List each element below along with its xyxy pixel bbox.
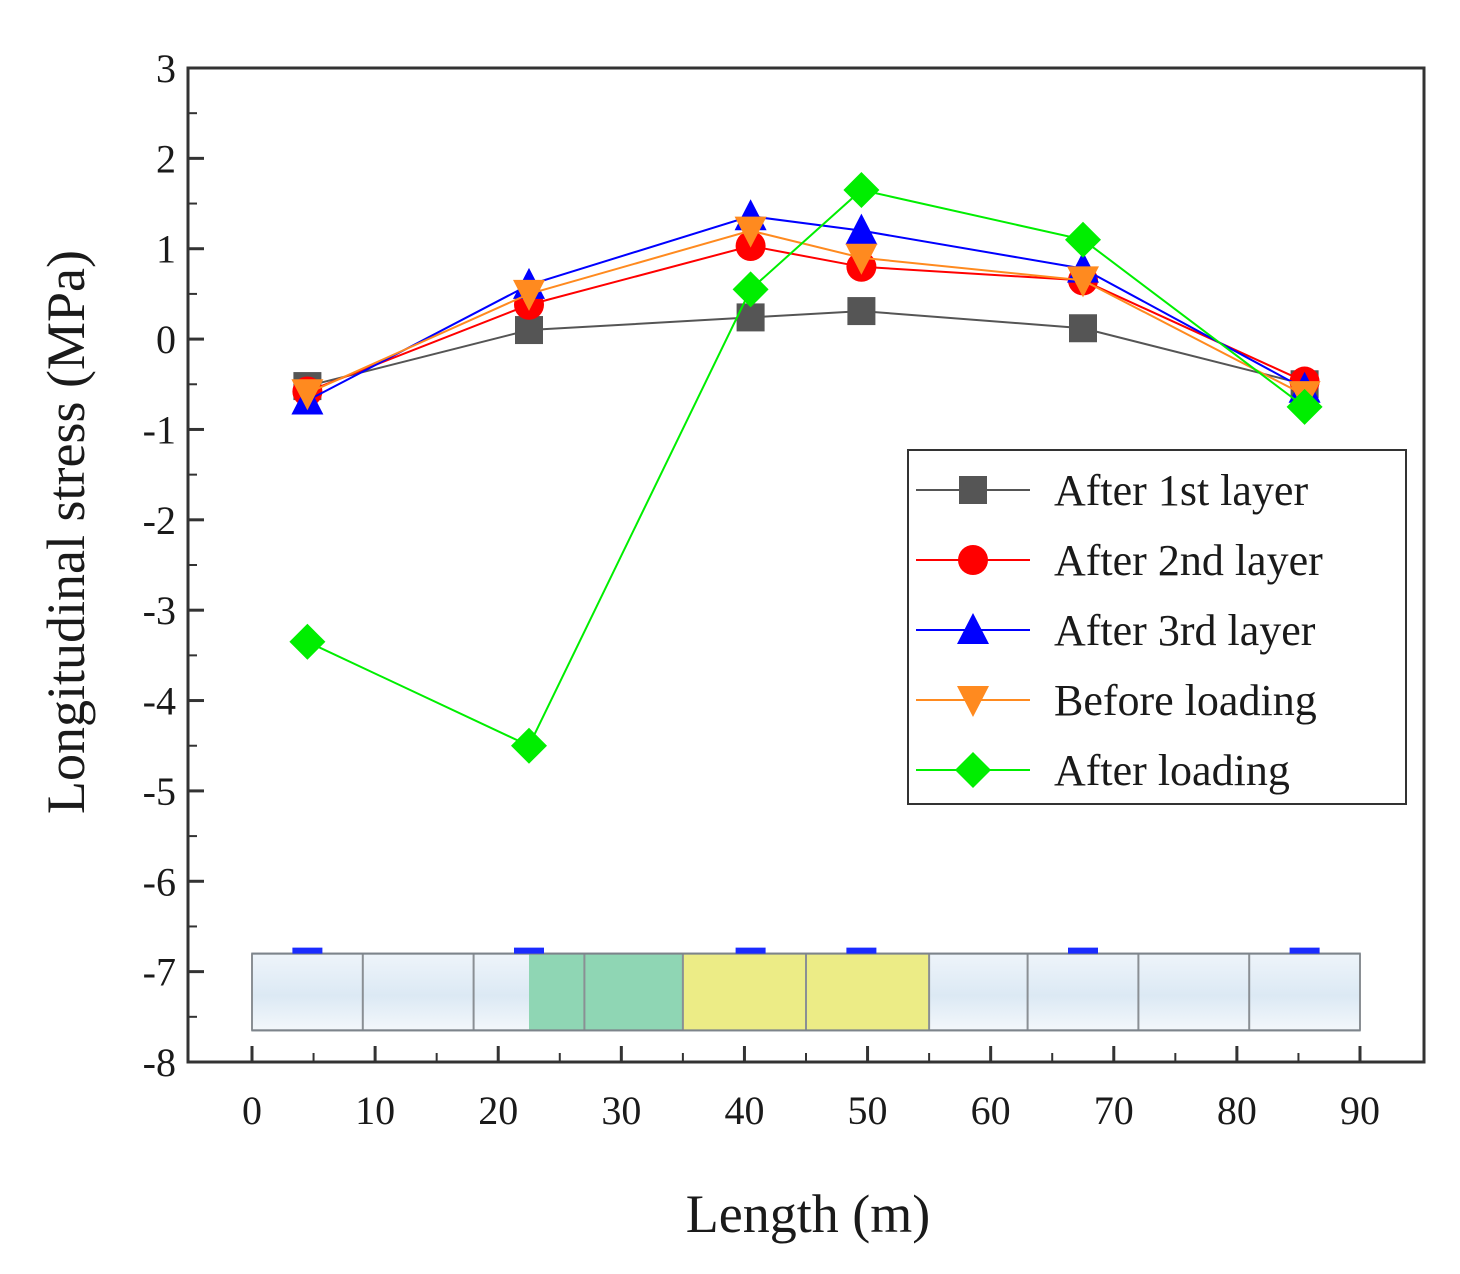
legend-marker (957, 686, 989, 717)
x-tick-label: 40 (724, 1088, 764, 1133)
x-tick-label: 30 (601, 1088, 641, 1133)
data-point (1286, 388, 1323, 425)
data-point (845, 243, 878, 275)
y-tick-label: 1 (156, 227, 176, 272)
inset-green-zone (529, 953, 683, 1031)
x-tick-label: 20 (478, 1088, 518, 1133)
series-line (306, 229, 1306, 397)
data-point (511, 727, 547, 764)
series-line (307, 310, 1305, 388)
x-tick-label: 90 (1340, 1088, 1380, 1133)
series-line (307, 244, 1306, 393)
data-point (1065, 221, 1101, 258)
data-point (513, 279, 545, 311)
data-point (291, 379, 324, 411)
x-tick-label: 10 (355, 1088, 395, 1133)
legend-marker (958, 545, 988, 575)
data-point (289, 623, 326, 660)
y-tick-label: 3 (156, 46, 176, 91)
series-2 (292, 231, 1320, 407)
legend-label: After loading (1054, 746, 1290, 795)
legend-marker (957, 613, 989, 644)
series-5 (289, 171, 1323, 764)
x-tick-label: 60 (971, 1088, 1011, 1133)
legend-marker (955, 752, 991, 788)
data-point (732, 271, 769, 308)
series-3 (291, 199, 1321, 415)
legend-label: After 2nd layer (1054, 536, 1323, 585)
y-tick-label: -1 (143, 407, 176, 452)
x-tick-label: 70 (1094, 1088, 1134, 1133)
data-point (1069, 314, 1097, 343)
x-tick-label: 0 (242, 1088, 262, 1133)
structure-inset-diagram (251, 947, 1361, 1032)
y-tick-label: 0 (156, 317, 176, 362)
x-tick-label: 50 (848, 1088, 888, 1133)
y-tick-label: -3 (143, 588, 176, 633)
y-tick-label: -4 (143, 679, 176, 724)
y-axis-title: Longitudinal stress (MPa) (36, 250, 96, 814)
data-point (845, 213, 878, 245)
legend-marker (959, 476, 987, 504)
series-line (306, 215, 1306, 402)
legend: After 1st layer After 2nd layer After 3rd … (907, 449, 1407, 805)
data-point (843, 171, 880, 208)
series-layer (289, 171, 1323, 764)
y-tick-label: -2 (143, 498, 176, 543)
y-axis-ticks: 3 2 1 0 -1 -2 -3 -4 -5 -6 -7 -8 (143, 46, 204, 1085)
data-point (515, 316, 543, 345)
y-tick-label: -6 (143, 859, 176, 904)
legend-box (907, 449, 1407, 805)
legend-label: Before loading (1054, 676, 1317, 725)
y-tick-label: -8 (143, 1040, 176, 1085)
data-point (847, 297, 876, 326)
y-tick-label: 2 (156, 136, 176, 181)
series-line (306, 188, 1306, 748)
legend-label: After 1st layer (1054, 466, 1308, 515)
data-point (1067, 266, 1099, 298)
legend-label: After 3rd layer (1054, 606, 1316, 655)
x-axis-ticks: 0 10 20 30 40 50 60 70 80 90 (242, 1046, 1380, 1133)
y-tick-label: -7 (143, 950, 176, 995)
data-point (734, 216, 767, 248)
series-4 (291, 216, 1321, 413)
x-axis-title: Length (m) (686, 1184, 930, 1244)
x-tick-label: 80 (1217, 1088, 1257, 1133)
y-tick-label: -5 (143, 769, 176, 814)
